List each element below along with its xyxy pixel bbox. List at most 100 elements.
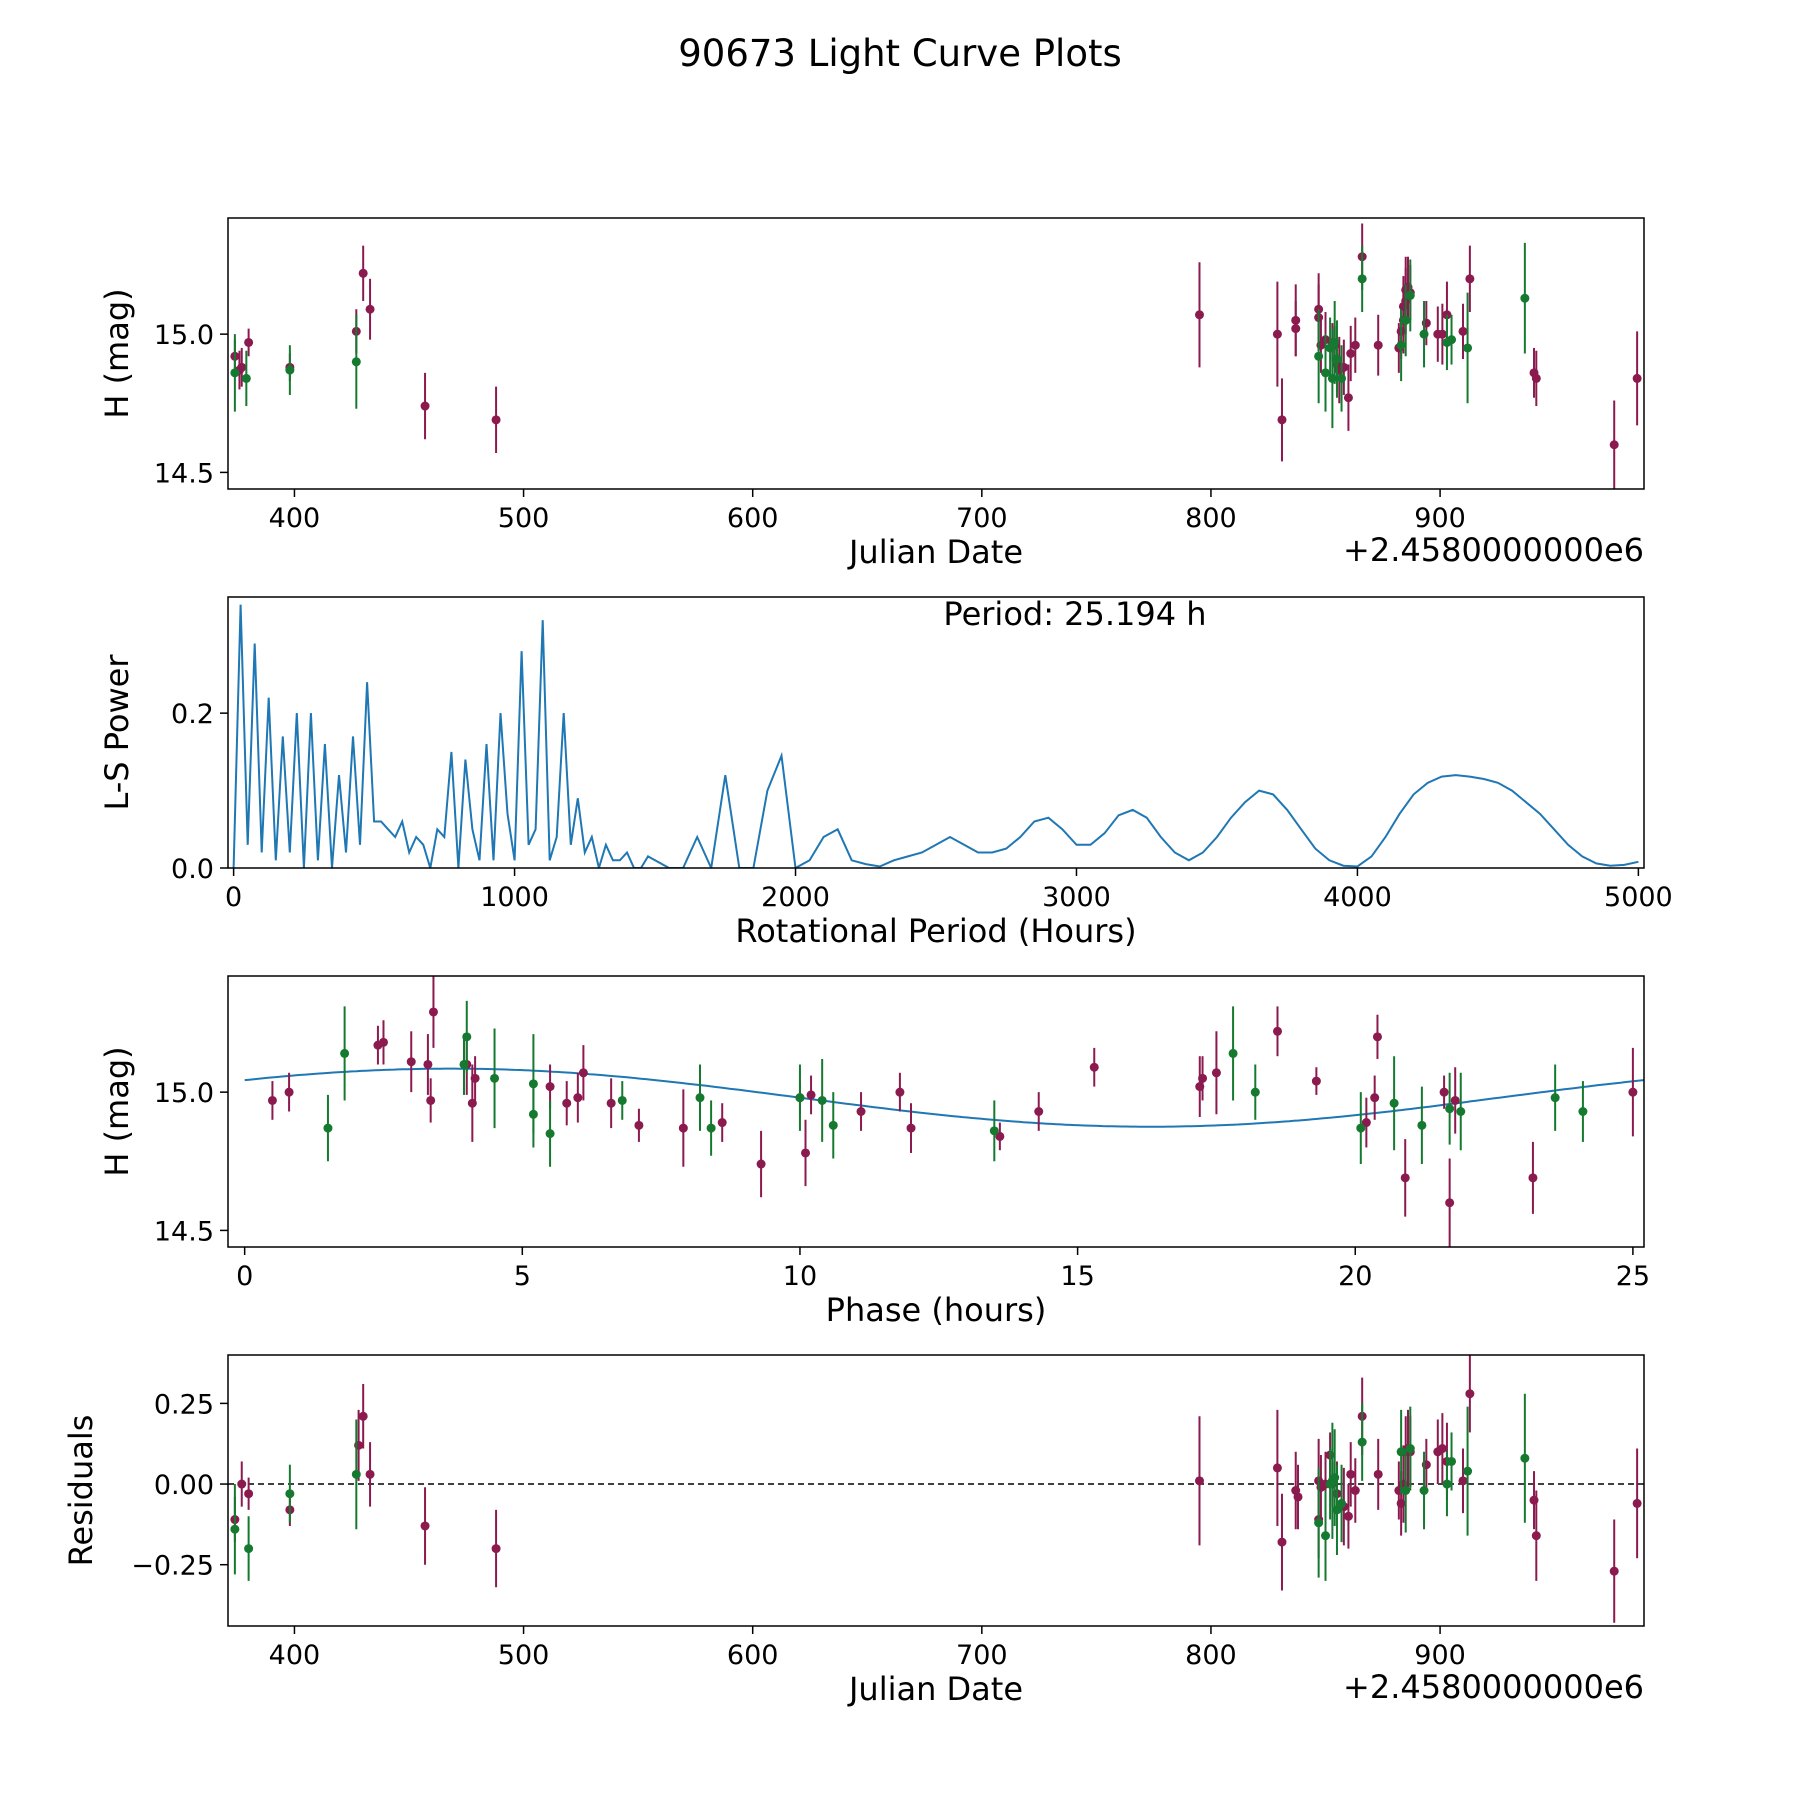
x-tick-label: 900 — [1414, 1640, 1466, 1671]
data-point — [578, 1068, 588, 1078]
x-axis-label: Phase (hours) — [826, 1291, 1047, 1329]
x-tick-label: 0 — [225, 882, 242, 913]
data-point — [1311, 1076, 1321, 1086]
series-green-filter — [230, 1393, 1530, 1581]
data-point — [995, 1131, 1005, 1141]
data-point — [1437, 1444, 1447, 1454]
y-tick-label: 0.2 — [171, 699, 214, 730]
period-annotation: Period: 25.194 h — [943, 595, 1206, 633]
data-point — [1465, 274, 1475, 284]
y-tick-label: 14.5 — [154, 1216, 214, 1247]
x-tick-label: 700 — [956, 503, 1008, 534]
data-point — [1437, 329, 1447, 339]
x-tick-label: 5000 — [1604, 882, 1673, 913]
data-point — [365, 304, 375, 314]
data-point — [528, 1079, 538, 1089]
data-point — [267, 1095, 277, 1105]
axes-frame — [227, 596, 1645, 869]
data-point — [230, 368, 240, 378]
series-red-filter — [230, 223, 1642, 489]
plot-area — [230, 223, 1642, 489]
x-axis-label: Rotational Period (Hours) — [735, 912, 1136, 950]
data-point — [1609, 440, 1619, 450]
x-tick-label: 5 — [514, 1261, 531, 1292]
data-point — [1314, 1518, 1324, 1528]
data-point — [1419, 1486, 1429, 1495]
x-axis-label: Julian Date — [847, 1670, 1023, 1708]
data-point — [1211, 1068, 1221, 1078]
data-point — [695, 1093, 705, 1103]
data-point — [573, 1093, 583, 1103]
data-point — [1332, 354, 1342, 364]
y-axis-label: H (mag) — [98, 1046, 136, 1176]
data-point — [1456, 1107, 1466, 1116]
data-point — [1389, 1098, 1399, 1108]
data-point — [895, 1087, 905, 1097]
data-point — [1277, 415, 1287, 425]
x-tick-label: 500 — [498, 503, 550, 534]
data-point — [545, 1129, 555, 1139]
data-point — [717, 1118, 727, 1128]
data-point — [1314, 351, 1324, 361]
x-tick-label: 2000 — [761, 882, 830, 913]
data-point — [1272, 329, 1282, 339]
x-tick-label: 600 — [727, 1640, 779, 1671]
data-point — [1442, 1479, 1452, 1489]
plot-area — [232, 604, 1639, 868]
x-tick-label: 700 — [956, 1640, 1008, 1671]
data-point — [1357, 1437, 1367, 1447]
data-point — [1332, 1505, 1342, 1515]
data-point — [351, 357, 361, 367]
data-point — [1356, 1123, 1366, 1133]
data-point — [1450, 1095, 1460, 1105]
series-green-filter — [323, 1000, 1588, 1167]
panel-periodogram: 0 1000 2000 3000 4000 5000 0.0 0.2 Rotational Pe… — [98, 595, 1673, 950]
data-point — [562, 1098, 572, 1108]
data-point — [1439, 1087, 1449, 1097]
series-red-filter — [230, 1355, 1642, 1623]
data-point — [1346, 1469, 1356, 1479]
data-point — [1373, 1469, 1383, 1479]
data-point — [1198, 1073, 1208, 1083]
data-point — [1632, 373, 1642, 383]
data-point — [1528, 1173, 1538, 1183]
data-point — [1405, 290, 1415, 300]
data-point — [285, 1489, 295, 1499]
data-point — [1463, 343, 1473, 353]
data-point — [1550, 1093, 1560, 1103]
data-point — [428, 1007, 438, 1017]
data-point — [244, 1544, 254, 1554]
x-tick-label: 25 — [1616, 1261, 1650, 1292]
data-point — [244, 337, 254, 347]
panel-residuals: 400 500 600 700 800 900 0.25 0.00 −0.25 Julian Da… — [62, 1354, 1645, 1708]
x-tick-label: 900 — [1414, 503, 1466, 534]
data-point — [1293, 1492, 1303, 1502]
data-point — [467, 1098, 477, 1108]
data-point — [244, 1489, 254, 1499]
sinusoid-fit-curve — [244, 1067, 1644, 1128]
data-point — [806, 1090, 816, 1100]
data-point — [1343, 1511, 1353, 1521]
data-point — [351, 1469, 361, 1479]
x-tick-label: 500 — [498, 1640, 550, 1671]
x-tick-label: 800 — [1185, 503, 1237, 534]
data-point — [284, 1087, 294, 1097]
x-tick-label: 20 — [1338, 1261, 1372, 1292]
data-point — [426, 1095, 436, 1105]
data-point — [1350, 1486, 1360, 1495]
data-point — [1343, 393, 1353, 403]
data-point — [1321, 1531, 1331, 1541]
data-point — [1609, 1566, 1619, 1576]
data-point — [989, 1126, 999, 1136]
y-tick-label: 15.0 — [154, 1078, 214, 1109]
x-offset-text: +2.4580000000e6 — [1343, 531, 1644, 569]
y-tick-label: 0.00 — [154, 1470, 214, 1501]
data-point — [1578, 1107, 1588, 1116]
data-point — [420, 1521, 430, 1531]
y-tick-label: 14.5 — [154, 458, 214, 489]
x-axis-label: Julian Date — [847, 533, 1023, 571]
data-point — [285, 365, 295, 375]
data-point — [470, 1073, 480, 1083]
y-tick-label: 0.25 — [154, 1389, 214, 1420]
